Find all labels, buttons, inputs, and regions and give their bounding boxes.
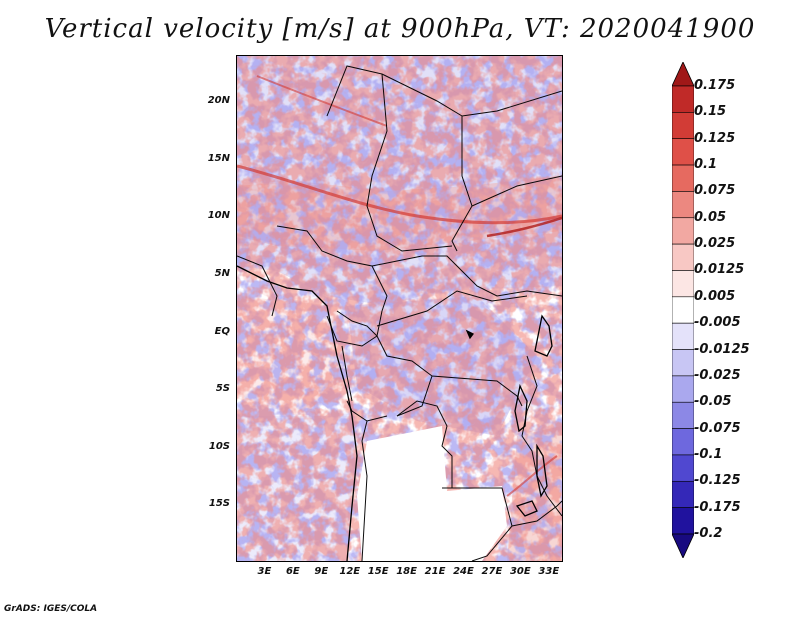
colorbar-segment (672, 243, 694, 271)
country-borders (237, 65, 562, 561)
colorbar-segment (672, 507, 694, 535)
colorbar-segment (672, 217, 694, 245)
colorbar-segment (672, 112, 694, 140)
colorbar-level-label: 0.075 (694, 183, 736, 199)
colorbar-segment (672, 480, 694, 508)
chart-title: Vertical velocity [m/s] at 900hPa, VT: 2… (44, 14, 756, 44)
colorbar-level-label: 0.125 (694, 130, 736, 146)
colorbar-level-label: -0.075 (694, 420, 741, 436)
colorbar-segment (672, 428, 694, 456)
colorbar-level-label: -0.125 (694, 473, 741, 489)
x-tick-label: 3E (257, 566, 272, 577)
y-tick-label: 5S (215, 383, 230, 395)
y-tick-label: 10N (207, 210, 230, 222)
colorbar-level-label: -0.0125 (694, 341, 750, 357)
y-tick-label: 20N (207, 95, 230, 107)
colorbar-top-arrow (672, 62, 694, 87)
colorbar-level-label: 0.175 (694, 78, 736, 93)
colorbar-level-label: 0.0125 (694, 262, 745, 278)
y-tick-label: 10S (208, 440, 230, 452)
colorbar-level-label: -0.05 (694, 394, 732, 410)
colorbar-level-label: -0.025 (694, 367, 741, 383)
colorbar-level-label: 0.005 (694, 288, 736, 304)
colorbar-segment (672, 296, 694, 324)
colorbar-level-label: -0.2 (694, 526, 723, 541)
x-tick-label: 24E (453, 566, 474, 577)
colorbar-level-label: 0.025 (694, 236, 736, 252)
colorbar-level-label: -0.1 (694, 446, 723, 462)
colorbar-segment (672, 85, 694, 113)
colorbar-bottom-arrow (672, 533, 694, 558)
colorbar-level-label: -0.175 (694, 499, 741, 515)
colorbar-segment (672, 349, 694, 377)
vertical-velocity-field (237, 56, 562, 561)
x-tick-label: 9E (314, 566, 329, 577)
colorbar (672, 62, 694, 558)
y-tick-label: 15S (208, 498, 230, 510)
y-tick-label: 5N (214, 267, 230, 279)
x-tick-label: 30E (509, 566, 531, 577)
colorbar-level-label: 0.1 (694, 157, 718, 173)
x-tick-label: 15E (367, 566, 389, 577)
colorbar-segment (672, 375, 694, 403)
grads-credit: GrADS: IGES/COLA (4, 604, 98, 614)
colorbar-level-label: -0.005 (694, 315, 741, 331)
colorbar-segment (672, 454, 694, 482)
colorbar-segment (672, 191, 694, 219)
colorbar-level-label: 0.05 (694, 209, 727, 225)
colorbar-segment (672, 401, 694, 429)
colorbar-level-label: 0.15 (694, 104, 727, 120)
map-panel (236, 55, 563, 562)
colorbar-segment (672, 270, 694, 298)
y-tick-label: 15N (207, 152, 230, 164)
x-tick-label: 12E (339, 566, 361, 577)
colorbar-segment (672, 322, 694, 350)
colorbar-segment (672, 164, 694, 192)
x-tick-label: 27E (481, 566, 503, 577)
colorbar-segment (672, 138, 694, 166)
y-tick-label: EQ (214, 325, 230, 337)
x-tick-label: 18E (396, 566, 417, 577)
coastline (237, 265, 553, 561)
x-tick-label: 6E (285, 566, 300, 577)
x-tick-label: 33E (538, 566, 560, 577)
x-tick-label: 21E (424, 566, 446, 577)
